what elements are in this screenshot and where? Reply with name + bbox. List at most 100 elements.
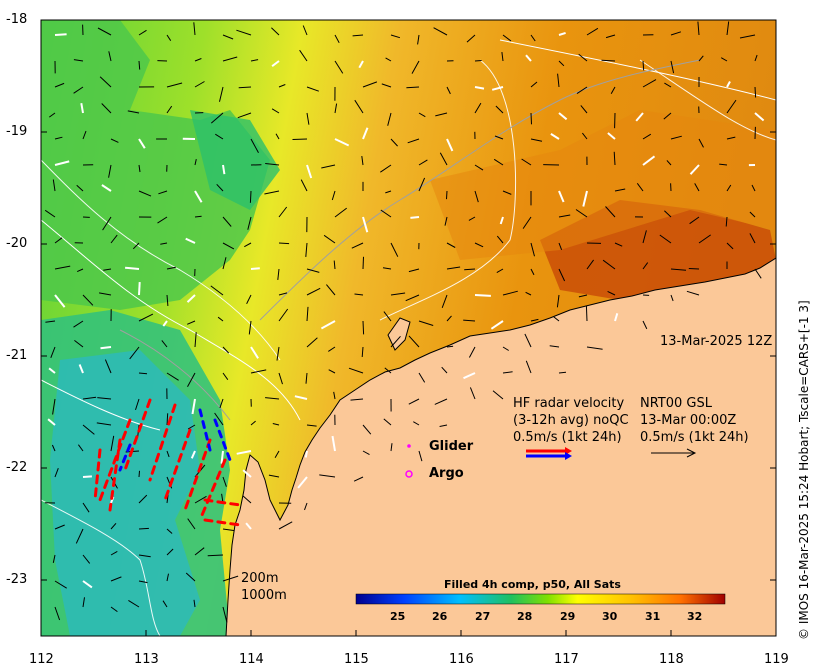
current-vector xyxy=(558,190,565,203)
current-vector xyxy=(52,554,56,564)
current-vector xyxy=(76,268,84,273)
current-vector xyxy=(408,268,420,273)
current-vector xyxy=(334,103,338,114)
current-vector xyxy=(578,294,588,298)
current-vector xyxy=(582,132,588,140)
current-vector xyxy=(215,133,224,140)
current-vector xyxy=(362,127,369,140)
current-vector xyxy=(362,81,378,88)
current-vector xyxy=(166,528,173,534)
current-vector xyxy=(50,346,56,358)
current-vector xyxy=(242,469,252,478)
current-vector xyxy=(207,554,224,557)
current-vector xyxy=(381,83,392,88)
current-vector xyxy=(73,86,84,94)
current-vector xyxy=(380,164,392,173)
current-vector xyxy=(110,138,119,143)
current-vector xyxy=(82,502,90,513)
current-vector xyxy=(550,133,560,140)
current-vector xyxy=(576,86,588,95)
current-vector xyxy=(607,132,616,140)
current-vector xyxy=(210,285,224,296)
current-vector xyxy=(607,290,616,296)
current-vector xyxy=(410,216,420,219)
current-vector xyxy=(194,547,205,556)
current-vector xyxy=(334,34,340,44)
current-vector xyxy=(446,190,448,200)
current-vector xyxy=(413,421,420,426)
current-vector xyxy=(521,158,532,166)
current-vector xyxy=(278,372,283,385)
current-vectors xyxy=(44,21,765,623)
depth-200m-label: 200m xyxy=(241,571,279,586)
current-vector xyxy=(82,130,87,140)
current-vector xyxy=(418,112,426,118)
current-vector xyxy=(110,435,115,452)
current-vector xyxy=(474,190,479,203)
current-vector xyxy=(187,320,196,325)
current-vector xyxy=(362,320,365,335)
current-vector xyxy=(387,112,392,126)
current-vector xyxy=(219,86,224,102)
current-vector xyxy=(187,518,196,530)
current-vector xyxy=(384,367,392,374)
current-vector xyxy=(406,86,420,89)
current-vector xyxy=(502,371,513,374)
current-vector xyxy=(77,444,84,452)
current-vector xyxy=(642,262,649,270)
current-vector xyxy=(166,573,169,582)
current-vector xyxy=(530,268,535,276)
current-vector xyxy=(474,242,484,248)
current-vector xyxy=(642,320,648,330)
current-vector xyxy=(408,335,420,348)
current-vector xyxy=(524,333,532,348)
current-vector xyxy=(272,423,280,426)
current-vector xyxy=(334,60,344,74)
current-vector xyxy=(614,188,626,192)
current-vector xyxy=(751,184,756,192)
x-tick-label: 115 xyxy=(344,652,369,667)
current-vector xyxy=(214,412,224,426)
current-vector xyxy=(110,606,118,613)
current-vector xyxy=(110,576,122,582)
current-vector xyxy=(474,294,491,297)
current-vector xyxy=(82,475,92,478)
current-vector xyxy=(222,56,238,62)
current-vector xyxy=(44,209,56,218)
current-vector xyxy=(446,315,452,322)
current-vector xyxy=(659,234,672,244)
current-vector xyxy=(193,22,196,36)
glider-marker-icon xyxy=(407,444,411,448)
current-vector xyxy=(321,164,336,169)
current-vector xyxy=(264,190,280,195)
current-vector xyxy=(194,58,202,62)
current-vector xyxy=(138,313,154,322)
current-vector xyxy=(194,190,203,203)
current-vector xyxy=(328,346,336,352)
current-vector xyxy=(108,51,112,62)
y-tick-label: -23 xyxy=(6,572,28,587)
current-vector xyxy=(306,268,320,273)
current-vector xyxy=(166,548,174,556)
current-vector xyxy=(250,59,259,62)
current-vector xyxy=(558,60,565,67)
colorbar-tick: 30 xyxy=(602,610,618,623)
current-vector xyxy=(278,206,288,218)
current-vector xyxy=(82,580,93,589)
current-vector xyxy=(496,235,504,244)
hf-radar-qc: (3-12h avg) noQC xyxy=(513,413,629,428)
x-tick-label: 114 xyxy=(239,652,264,667)
current-vector xyxy=(82,597,85,608)
current-vector xyxy=(358,60,364,69)
current-vector xyxy=(492,390,504,400)
current-vector xyxy=(48,367,56,374)
current-vector xyxy=(300,179,308,192)
current-vector xyxy=(271,60,280,67)
current-vector xyxy=(494,135,504,140)
current-vector xyxy=(605,206,616,218)
current-vector xyxy=(187,372,196,388)
current-vector xyxy=(383,418,392,426)
current-vector xyxy=(525,291,532,296)
current-vector xyxy=(553,316,560,322)
current-vector xyxy=(74,340,84,348)
